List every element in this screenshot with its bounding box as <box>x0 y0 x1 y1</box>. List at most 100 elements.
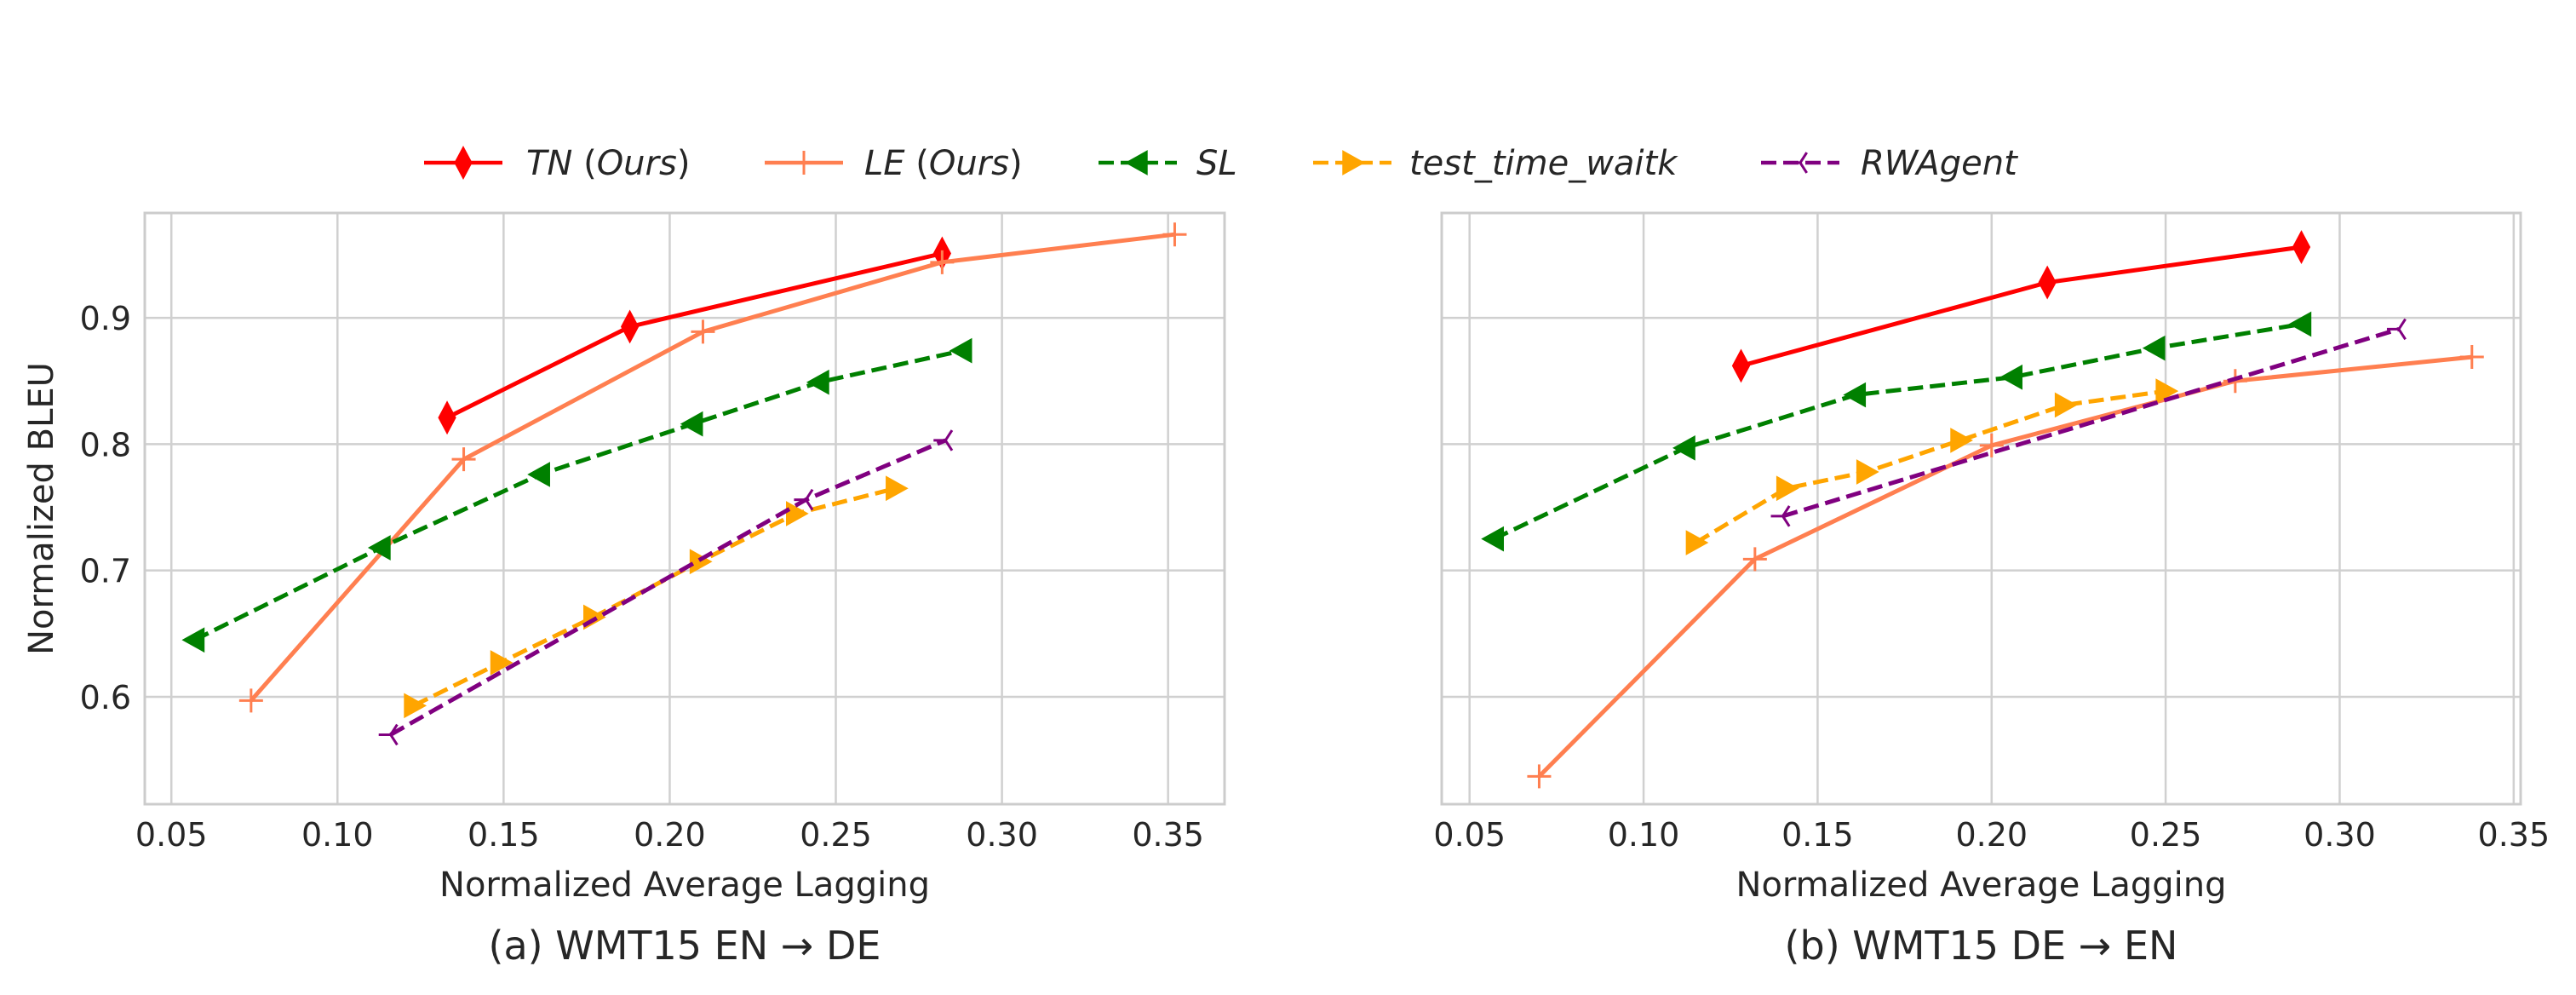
data-point <box>1776 475 1799 502</box>
chart-a-wmt15-en-de: 0.05 0.10 0.15 0.20 0.25 0.30 0.35 0.6 0.7 0.8 0.9… <box>22 211 1226 969</box>
data-point <box>689 549 713 575</box>
series-rwagent <box>378 429 954 746</box>
y-axis-label: Normalized BLEU <box>22 362 61 655</box>
chart-b-wmt15-de-en: 0.05 0.10 0.15 0.20 0.25 0.30 0.35 Normalized A… <box>1433 211 2550 969</box>
data-point <box>378 723 399 746</box>
legend-item-le: LE (Ours) <box>765 144 1023 183</box>
data-point <box>490 650 513 676</box>
x-tick-label: 0.10 <box>301 816 374 854</box>
data-point <box>2054 392 2078 418</box>
plot-area <box>1442 213 2521 804</box>
data-point <box>680 411 703 437</box>
legend-marker-tri-left <box>1788 152 1808 174</box>
legend-item-test-time-waitk: test_time_waitk <box>1313 144 1678 183</box>
data-point <box>1856 459 1879 485</box>
data-point <box>620 309 640 344</box>
y-tick-label: 0.9 <box>80 300 131 337</box>
data-point <box>933 429 954 451</box>
series-le <box>1527 345 2484 789</box>
plot-frame <box>1440 211 2522 806</box>
data-point <box>786 501 809 526</box>
data-point <box>2155 378 2179 404</box>
legend-label: TN (Ours) <box>526 144 690 183</box>
x-tick-label: 0.20 <box>1955 816 2028 854</box>
data-point <box>438 400 456 435</box>
series-line <box>1781 327 2400 519</box>
x-tick-label: 0.15 <box>468 816 540 854</box>
data-point <box>238 688 263 713</box>
x-tick-label: 0.20 <box>634 816 706 854</box>
data-point <box>930 250 955 274</box>
grid <box>1442 213 2521 804</box>
data-point <box>2459 345 2484 370</box>
data-point <box>806 369 829 395</box>
data-point <box>886 475 909 502</box>
y-tick-label: 0.6 <box>80 679 131 716</box>
x-tick-label: 0.35 <box>1132 816 1204 854</box>
y-tick-label: 0.7 <box>80 553 131 590</box>
data-point <box>794 488 814 511</box>
series-line <box>1493 322 2302 541</box>
legend-label: RWAgent <box>1861 144 2018 183</box>
x-tick-label: 0.35 <box>2478 816 2550 854</box>
data-point <box>1999 364 2022 390</box>
data-point <box>2386 318 2407 341</box>
data-point <box>1742 547 1767 572</box>
series-test-time-waitk <box>1685 378 2179 555</box>
series-le <box>238 222 1187 713</box>
data-point <box>404 693 427 719</box>
x-tick-label: 0.25 <box>2130 816 2202 854</box>
legend-item-sl: SL <box>1099 144 1237 183</box>
legend-label: LE (Ours) <box>864 144 1023 183</box>
legend-marker-plus <box>792 151 816 175</box>
data-point <box>2292 230 2311 265</box>
data-point <box>2038 265 2057 300</box>
plot-area <box>145 213 1225 804</box>
data-point <box>1950 428 1974 453</box>
x-tick-label: 0.05 <box>135 816 208 854</box>
x-tick-label: 0.30 <box>966 816 1038 854</box>
data-point <box>1481 526 1505 552</box>
x-tick-label: 0.30 <box>2303 816 2376 854</box>
data-point <box>1162 222 1187 247</box>
legend-label: test_time_waitk <box>1409 144 1678 183</box>
data-point <box>1527 764 1552 789</box>
data-point <box>691 319 715 344</box>
x-tick-label: 0.15 <box>1781 816 1854 854</box>
x-tick-label: 0.10 <box>1608 816 1680 854</box>
legend-label: SL <box>1196 144 1237 183</box>
data-point <box>1770 505 1791 527</box>
data-point <box>949 337 972 364</box>
chart-caption: (a) WMT15 EN → DE <box>489 923 881 969</box>
series-tn <box>1731 230 2311 383</box>
legend-marker-diamond <box>454 146 473 180</box>
data-point <box>451 447 476 472</box>
series-sl <box>1481 311 2312 552</box>
plot-frame <box>143 211 1226 806</box>
series-line <box>193 348 963 642</box>
legend-item-rwagent: RWAgent <box>1761 144 2018 183</box>
grid <box>145 213 1225 804</box>
legend-marker-triangle-right <box>1342 150 1366 175</box>
series-sl <box>181 337 972 653</box>
data-point <box>2142 335 2166 361</box>
y-tick-label: 0.8 <box>80 426 131 463</box>
data-point <box>1843 382 1867 408</box>
data-point <box>367 535 391 561</box>
data-point <box>527 462 550 487</box>
data-point <box>181 627 205 653</box>
legend-marker-triangle-left <box>1124 150 1148 175</box>
chart-caption: (b) WMT15 DE → EN <box>1785 923 2178 969</box>
data-point <box>1731 348 1751 383</box>
x-axis-label: Normalized Average Lagging <box>1736 866 2227 905</box>
x-tick-label: 0.25 <box>800 816 872 854</box>
data-point <box>1979 433 2004 457</box>
data-point <box>1685 530 1709 555</box>
data-point <box>1672 434 1695 461</box>
legend-item-tn: TN (Ours) <box>424 144 690 183</box>
series-rwagent <box>1770 318 2407 527</box>
data-point <box>2288 311 2312 337</box>
x-axis-label: Normalized Average Lagging <box>439 866 930 905</box>
series-line <box>1695 388 2166 545</box>
